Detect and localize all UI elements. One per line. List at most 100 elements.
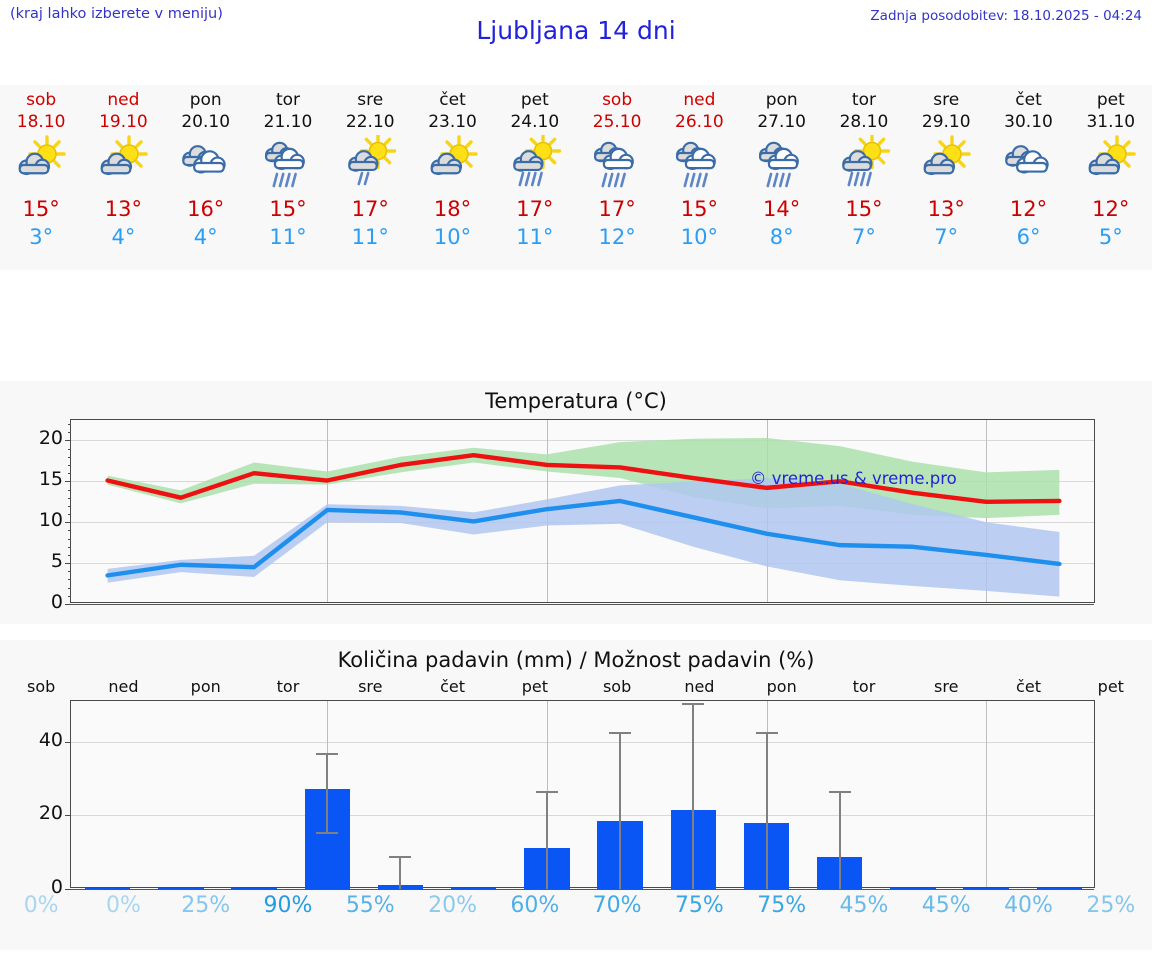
forecast-temp-min: 4° — [111, 225, 136, 249]
y-axis-minor-tick — [68, 464, 71, 466]
forecast-temp-min: 8° — [769, 225, 794, 249]
precipitation-day-label: pon — [766, 677, 797, 696]
forecast-temp-min: 3° — [29, 225, 54, 249]
forecast-day-name: ned — [683, 90, 716, 110]
cloudy-icon — [1000, 135, 1058, 191]
partly-cloudy-icon — [94, 135, 152, 191]
forecast-day-name: pet — [1096, 90, 1125, 110]
precipitation-bar[interactable] — [158, 887, 204, 889]
partly-cloudy-icon — [1082, 135, 1140, 191]
y-axis-label: 10 — [38, 509, 63, 532]
forecast-day-date: 21.10 — [263, 112, 313, 132]
forecast-temp-min: 11° — [516, 225, 554, 249]
forecast-day-date: 19.10 — [99, 112, 148, 132]
precipitation-probability-label: 45% — [921, 893, 971, 918]
precipitation-bar[interactable] — [84, 887, 131, 889]
page-title: Ljubljana 14 dni — [476, 16, 676, 45]
forecast-temp-max: 15° — [680, 197, 718, 221]
precipitation-day-label: ned — [108, 677, 139, 696]
partly-cloudy-rain-icon — [506, 132, 564, 191]
forecast-day-date: 28.10 — [839, 112, 889, 132]
gridline — [71, 563, 1094, 565]
forecast-strip: sob 18.10 15° 3° ned 19.10 13° 4° pon 20.10 16° 4° t… — [0, 85, 1152, 270]
forecast-day-name: ned — [107, 90, 140, 110]
precipitation-day-label: sob — [602, 677, 632, 696]
y-axis-minor-tick — [68, 587, 71, 589]
forecast-day-name: čet — [1015, 90, 1042, 110]
precipitation-probability-label: 70% — [592, 893, 642, 918]
error-bar-cap-top — [609, 732, 632, 735]
y-axis-minor-tick — [68, 456, 71, 458]
forecast-day-column[interactable]: sob 18.10 15° 3° — [0, 85, 82, 270]
y-axis-minor-tick — [68, 546, 71, 548]
forecast-day-column[interactable]: sre 29.10 13° 7° — [905, 85, 987, 270]
precipitation-probability-label: 45% — [839, 893, 889, 918]
forecast-day-date: 22.10 — [345, 112, 395, 132]
forecast-day-name: tor — [851, 90, 876, 110]
forecast-day-date: 24.10 — [510, 112, 560, 132]
precipitation-probability-label: 40% — [1004, 893, 1053, 918]
forecast-temp-max: 13° — [104, 197, 143, 221]
forecast-day-column[interactable]: pon 20.10 16° 4° — [165, 85, 247, 270]
y-axis-tick — [65, 604, 71, 605]
gridline — [71, 889, 1094, 890]
y-axis-label: 5 — [50, 550, 63, 573]
precipitation-day-label: sre — [934, 677, 959, 696]
forecast-temp-max: 17° — [351, 197, 389, 221]
forecast-day-column[interactable]: tor 21.10 15° 11° — [247, 85, 329, 270]
y-axis-label: 20 — [38, 427, 63, 450]
precipitation-bar[interactable] — [1036, 887, 1083, 889]
y-axis-minor-tick — [68, 473, 71, 475]
gridline — [71, 604, 1094, 605]
precipitation-bar[interactable] — [890, 887, 936, 889]
error-bar — [765, 732, 768, 889]
y-axis-tick — [65, 889, 71, 890]
forecast-day-column[interactable]: ned 19.10 13° 4° — [82, 85, 164, 270]
precipitation-bar[interactable] — [450, 887, 497, 889]
y-axis-tick — [65, 522, 71, 524]
copyright-note: © vreme.us & vreme.pro — [750, 469, 957, 488]
forecast-day-name: pon — [189, 90, 222, 110]
y-axis-label: 0 — [50, 876, 63, 898]
forecast-day-column[interactable]: pet 24.10 17° 11° — [494, 85, 576, 270]
forecast-day-column[interactable]: pet 31.10 12° 5° — [1070, 85, 1152, 270]
forecast-day-column[interactable]: čet 23.10 18° 10° — [411, 85, 493, 270]
precipitation-probability-label: 0% — [105, 893, 141, 918]
forecast-temp-max: 17° — [516, 197, 554, 221]
y-axis-tick — [65, 563, 71, 565]
error-bar-cap-top — [682, 702, 705, 705]
gridline — [71, 481, 1094, 483]
precipitation-day-label: pon — [190, 677, 221, 696]
error-bar-cap-bottom — [316, 831, 339, 834]
y-axis-tick — [65, 481, 71, 483]
y-axis-label: 40 — [38, 728, 63, 751]
precipitation-day-label: pet — [1097, 677, 1124, 696]
forecast-day-column[interactable]: sob 25.10 17° 12° — [576, 85, 658, 270]
y-axis-label: 0 — [50, 591, 63, 613]
precipitation-day-label: čet — [440, 677, 465, 696]
rain-icon — [670, 135, 728, 191]
y-axis-label: 20 — [38, 802, 63, 825]
forecast-day-date: 20.10 — [181, 112, 231, 132]
forecast-day-column[interactable]: sre 22.10 17° 11° — [329, 85, 411, 270]
precipitation-bar[interactable] — [231, 887, 277, 889]
forecast-day-date: 30.10 — [1004, 112, 1053, 132]
forecast-day-date: 31.10 — [1086, 112, 1136, 132]
forecast-day-name: čet — [439, 90, 466, 110]
forecast-day-column[interactable]: čet 30.10 12° 6° — [987, 85, 1069, 270]
forecast-day-column[interactable]: pon 27.10 14° 8° — [741, 85, 823, 270]
gridline — [71, 741, 1094, 743]
precipitation-probability-label: 90% — [263, 893, 313, 918]
precipitation-probability-label: 20% — [428, 893, 477, 918]
y-axis-minor-tick — [68, 530, 71, 532]
error-bar — [545, 791, 548, 889]
y-axis-minor-tick — [68, 424, 71, 426]
forecast-temp-min: 6° — [1016, 225, 1041, 249]
precipitation-bar[interactable] — [963, 887, 1009, 889]
forecast-day-column[interactable]: ned 26.10 15° 10° — [658, 85, 740, 270]
error-bar-cap-top — [535, 791, 558, 794]
error-bar — [326, 752, 329, 832]
precipitation-day-label: ned — [684, 677, 715, 696]
forecast-day-column[interactable]: tor 28.10 15° 7° — [823, 85, 905, 270]
forecast-day-name: pon — [765, 90, 798, 110]
